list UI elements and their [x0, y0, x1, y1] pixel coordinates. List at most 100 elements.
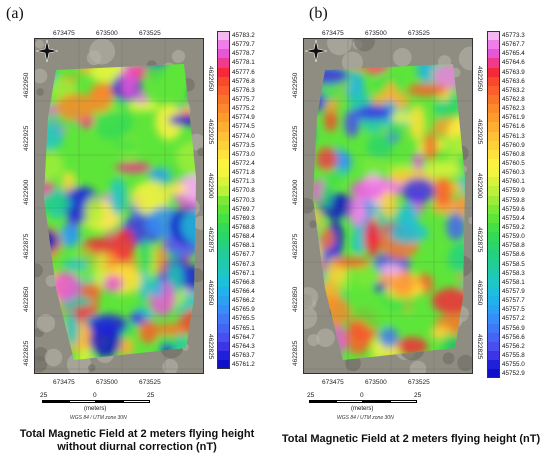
legend-value: 45758.8 [502, 242, 525, 250]
legend-swatch [487, 140, 500, 150]
y-tick-left: 4622900 [23, 179, 30, 205]
legend-value: 45777.6 [232, 68, 255, 76]
legend-value: 45759.8 [502, 196, 525, 204]
legend-row: 45763.9 [487, 67, 527, 77]
scale-segment [363, 400, 390, 403]
legend-row: 45759.4 [487, 213, 527, 223]
scale-segment [96, 400, 123, 403]
y-tick-left: 4622950 [292, 72, 299, 98]
legend-swatch [217, 58, 230, 68]
north-arrow-icon [35, 39, 59, 63]
legend-value: 45761.3 [502, 132, 525, 140]
color-legend: 45783.2 45779.7 45778.7 45778.1 45777.6 45776… [217, 31, 257, 370]
legend-row: 45757.9 [487, 286, 527, 297]
legend-value: 45757.7 [502, 297, 525, 305]
legend-row: 45772.4 [217, 158, 257, 169]
legend-row: 45783.2 [217, 31, 257, 41]
x-tick-bottom: 673500 [96, 379, 118, 386]
legend-row: 45766.2 [217, 296, 257, 306]
legend-row: 45766.4 [217, 286, 257, 297]
legend-value: 45768.8 [232, 223, 255, 231]
legend-value: 45783.2 [232, 32, 255, 39]
legend-swatch [217, 67, 230, 77]
legend-row: 45758.6 [487, 250, 527, 260]
legend-swatch [217, 104, 230, 114]
anomaly-raster [303, 38, 473, 374]
legend-row: 45755.8 [487, 350, 527, 361]
legend-swatch [217, 113, 230, 123]
legend-row: 45765.9 [217, 305, 257, 315]
legend-swatch [217, 259, 230, 269]
legend-row: 45773.3 [487, 31, 527, 41]
legend-row: 45760.5 [487, 158, 527, 169]
legend-swatch [487, 49, 500, 59]
y-tick-left: 4622900 [292, 179, 299, 205]
legend-swatch [487, 122, 500, 132]
legend-value: 45765.9 [232, 306, 255, 314]
legend-row: 45764.3 [217, 341, 257, 351]
legend-value: 45759.2 [502, 223, 525, 231]
legend-swatch [487, 222, 500, 233]
legend-value: 45778.7 [232, 50, 255, 58]
y-tick-right: 4622900 [207, 173, 214, 199]
legend-row: 45755.0 [487, 360, 527, 370]
legend-swatch [217, 186, 230, 196]
legend-row: 45763.6 [487, 76, 527, 86]
legend-swatch [217, 305, 230, 315]
legend-swatch [487, 195, 500, 205]
legend-value: 45758.3 [502, 269, 525, 277]
legend-swatch [217, 49, 230, 59]
legend-value: 45759.4 [502, 214, 525, 222]
legend-swatch [487, 360, 500, 370]
legend-row: 45760.8 [487, 149, 527, 159]
legend-value: 45766.4 [232, 287, 255, 295]
scale-label: 0 [93, 392, 97, 399]
x-tick-top: 673525 [408, 30, 430, 37]
y-tick-left: 4622850 [292, 286, 299, 312]
legend-value: 45758.5 [502, 260, 525, 268]
legend-value: 45756.2 [502, 342, 525, 350]
legend-row: 45756.9 [487, 323, 527, 333]
legend-row: 45769.3 [217, 213, 257, 223]
legend-value: 45775.7 [232, 95, 255, 103]
legend-row: 45761.6 [487, 122, 527, 132]
legend-swatch [217, 241, 230, 251]
legend-swatch [217, 131, 230, 141]
legend-value: 45774.5 [232, 123, 255, 131]
legend-row: 45766.8 [217, 277, 257, 287]
scale-segment [390, 400, 417, 403]
crs-label: WGS 84 / UTM zone 30N [70, 415, 127, 421]
legend-swatch [217, 341, 230, 351]
legend-row: 45757.2 [487, 314, 527, 324]
legend-row: 45768.4 [217, 232, 257, 242]
y-tick-right: 4622875 [207, 227, 214, 253]
scale-bar: 25 0 25 (meters) [40, 392, 160, 412]
legend-row: 45775.2 [217, 104, 257, 114]
legend-row: 45773.0 [217, 149, 257, 159]
legend-value: 45763.9 [502, 68, 525, 76]
legend-row: 45771.8 [217, 168, 257, 178]
scale-label: 25 [414, 392, 422, 399]
legend-swatch [217, 250, 230, 260]
scale-bar: 25 0 25 (meters) [307, 392, 427, 412]
legend-value: 45761.9 [502, 114, 525, 122]
legend-swatch [217, 213, 230, 223]
legend-value: 45770.8 [232, 187, 255, 195]
legend-row: 45765.1 [217, 323, 257, 333]
legend-value: 45757.5 [502, 306, 525, 314]
legend-swatch [217, 158, 230, 169]
legend-value: 45778.1 [232, 59, 255, 67]
legend-value: 45766.8 [232, 278, 255, 286]
legend-row: 45760.3 [487, 168, 527, 178]
x-tick-top: 673475 [322, 30, 344, 37]
legend-value: 45764.7 [232, 333, 255, 341]
legend-value: 45756.6 [502, 333, 525, 341]
legend-value: 45768.1 [232, 242, 255, 250]
legend-row: 45762.8 [487, 94, 527, 105]
scale-unit: (meters) [351, 406, 374, 412]
legend-swatch [487, 241, 500, 251]
legend-swatch [217, 332, 230, 342]
legend-row: 45760.9 [487, 140, 527, 150]
scale-label: 25 [147, 392, 155, 399]
legend-row: 45767.7 [487, 40, 527, 50]
